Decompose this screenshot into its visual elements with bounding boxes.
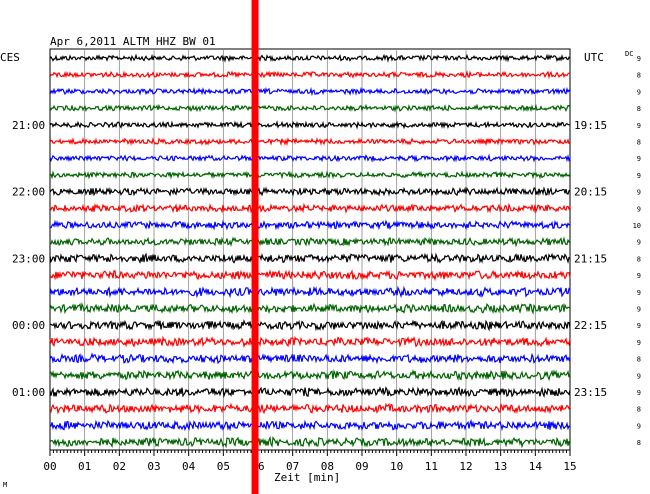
right-time-label: 19:15 xyxy=(574,119,607,132)
x-tick-label: 03 xyxy=(147,460,160,473)
dc-value: 9 xyxy=(637,289,641,297)
right-time-label: 22:15 xyxy=(574,319,607,332)
x-tick-label: 13 xyxy=(494,460,507,473)
x-axis: 00010203040506070809101112131415 xyxy=(43,449,577,473)
left-time-label: 23:00 xyxy=(12,252,45,265)
trace-line xyxy=(49,137,571,147)
dc-value: 8 xyxy=(637,139,641,147)
trace-line xyxy=(49,153,571,163)
dc-value: 9 xyxy=(637,88,641,96)
trace-line xyxy=(49,302,571,315)
x-tick-label: 15 xyxy=(563,460,576,473)
x-tick-label: 12 xyxy=(459,460,472,473)
trace-line xyxy=(49,170,571,180)
traces xyxy=(49,53,571,449)
right-time-label: 20:15 xyxy=(574,186,607,199)
event-marker xyxy=(251,0,259,494)
trace-line xyxy=(49,269,571,282)
trace-line xyxy=(49,435,571,449)
trace-line xyxy=(49,252,571,265)
left-time-label: 22:00 xyxy=(12,186,45,199)
x-tick-label: 14 xyxy=(529,460,543,473)
trace-line xyxy=(49,219,571,231)
right-time-label: 21:15 xyxy=(574,252,607,265)
dc-value: 9 xyxy=(637,189,641,197)
right-time-labels: 19:15 20:15 21:15 22:15 23:15 xyxy=(574,119,607,399)
dc-value: 9 xyxy=(637,205,641,213)
dc-value: 9 xyxy=(637,306,641,314)
trace-line xyxy=(49,335,571,349)
left-time-label: 21:00 xyxy=(12,119,45,132)
dc-value: 9 xyxy=(637,239,641,247)
dc-value: 9 xyxy=(637,55,641,63)
footnote: M xyxy=(3,481,7,489)
trace-line xyxy=(49,119,571,130)
dc-value: 8 xyxy=(637,356,641,364)
trace-line xyxy=(49,86,571,97)
trace-line xyxy=(49,285,571,299)
dc-value: 9 xyxy=(637,155,641,163)
dc-value: 9 xyxy=(637,372,641,380)
x-tick-label: 01 xyxy=(78,460,91,473)
chart-title: Apr 6,2011 ALTM HHZ BW 01 xyxy=(50,35,216,48)
trace-line xyxy=(49,386,571,399)
dc-value: 10 xyxy=(633,222,641,230)
left-axis-title: CES xyxy=(0,51,20,64)
trace-line xyxy=(49,418,571,432)
dc-values: 9 8 9 8 9 8 9 9 9 9 10 9 8 9 9 9 9 9 8 9 9 8 9 8 xyxy=(633,55,641,447)
x-tick-label: 11 xyxy=(425,460,438,473)
x-axis-label: Zeit [min] xyxy=(274,471,340,484)
trace-line xyxy=(49,318,571,332)
dc-value: 9 xyxy=(637,172,641,180)
trace-line xyxy=(49,402,571,415)
dc-value: 9 xyxy=(637,389,641,397)
dc-value: 9 xyxy=(637,422,641,430)
x-tick-label: 02 xyxy=(113,460,126,473)
trace-line xyxy=(49,186,571,197)
trace-line xyxy=(49,103,571,113)
left-time-label: 00:00 xyxy=(12,319,45,332)
trace-line xyxy=(49,236,571,248)
trace-line xyxy=(49,369,571,382)
trace-line xyxy=(49,352,571,365)
dc-value: 9 xyxy=(637,322,641,330)
dc-value: 9 xyxy=(637,272,641,280)
x-tick-label: 00 xyxy=(43,460,56,473)
dc-value: 8 xyxy=(637,255,641,263)
dc-value: 8 xyxy=(637,72,641,80)
x-tick-label: 04 xyxy=(182,460,196,473)
left-time-labels: 21:00 22:00 23:00 00:00 01:00 xyxy=(12,119,45,399)
scale-header: DC xyxy=(625,50,633,58)
x-tick-label: 10 xyxy=(390,460,403,473)
trace-line xyxy=(49,53,571,63)
dc-value: 8 xyxy=(637,439,641,447)
dc-value: 9 xyxy=(637,122,641,130)
x-tick-label: 05 xyxy=(217,460,230,473)
right-axis-title: UTC xyxy=(584,51,604,64)
dc-value: 9 xyxy=(637,339,641,347)
dc-value: 8 xyxy=(637,406,641,414)
right-time-label: 23:15 xyxy=(574,386,607,399)
x-tick-label: 07 xyxy=(286,460,299,473)
trace-line xyxy=(49,202,571,214)
x-tick-label: 08 xyxy=(321,460,334,473)
trace-line xyxy=(49,70,571,80)
left-time-label: 01:00 xyxy=(12,386,45,399)
x-tick-label: 09 xyxy=(355,460,368,473)
dc-value: 8 xyxy=(637,105,641,113)
